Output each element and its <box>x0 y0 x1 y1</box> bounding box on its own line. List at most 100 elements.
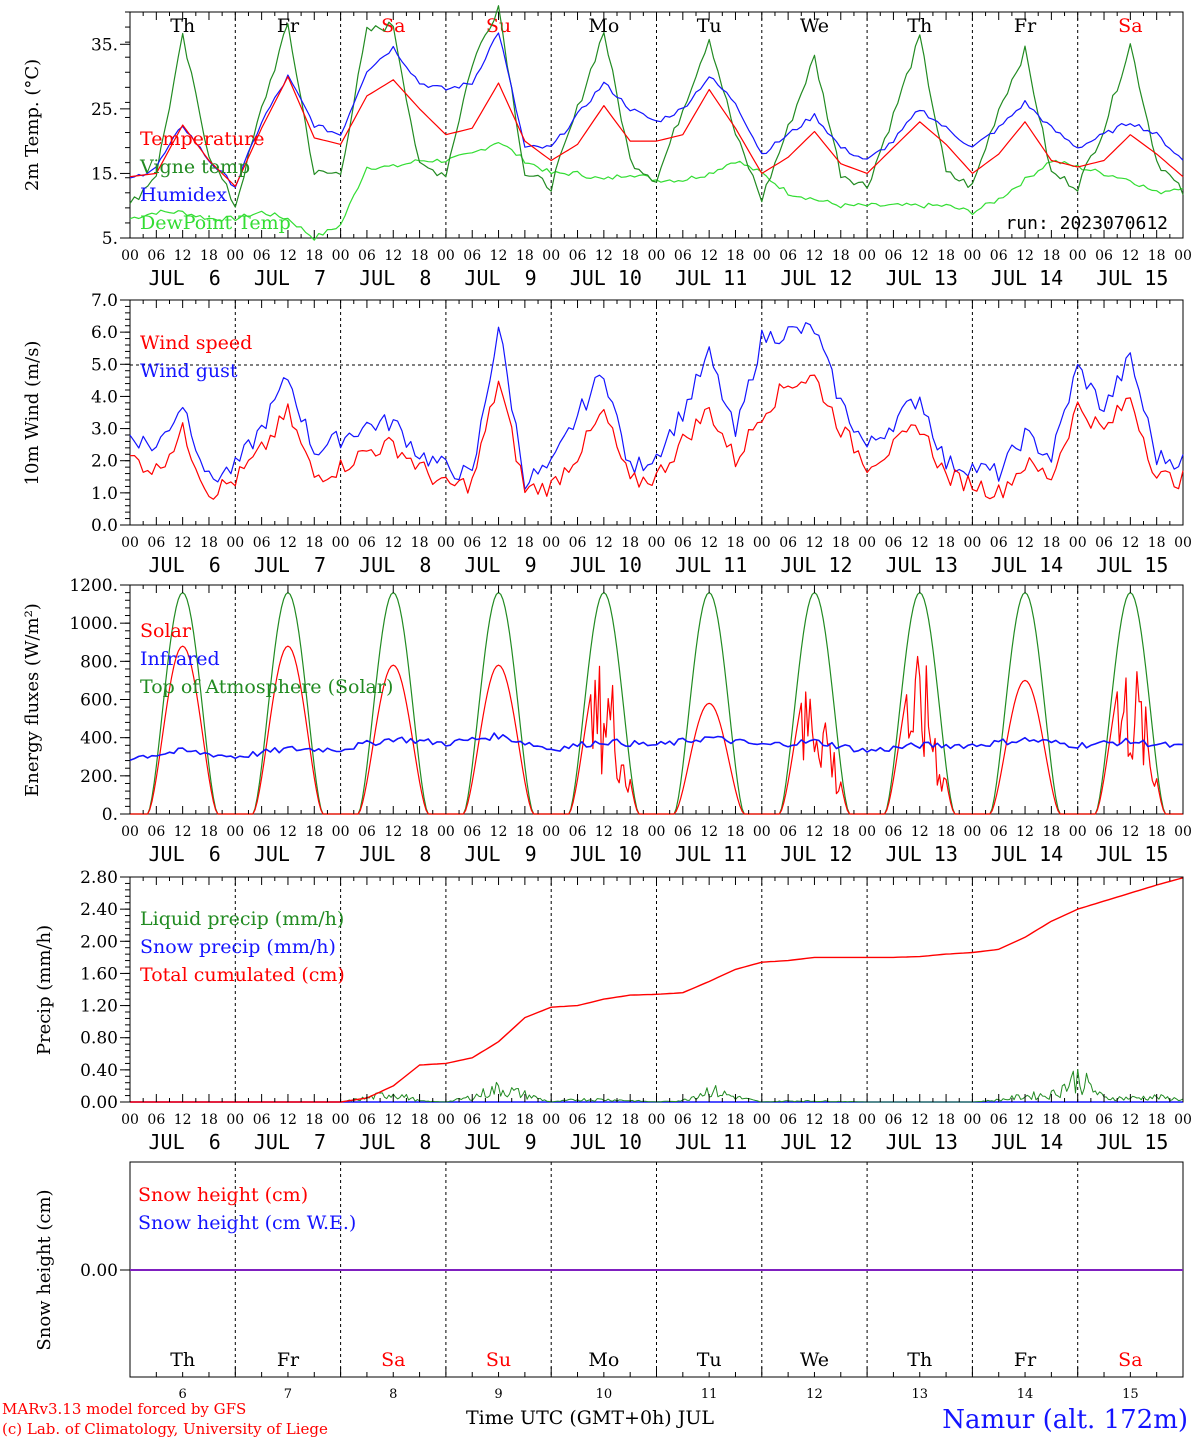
day-number: 8 <box>389 1387 397 1402</box>
hour-tick-label: 06 <box>1095 1112 1113 1128</box>
ytick-label: 15. <box>91 164 118 184</box>
hour-tick-label: 18 <box>621 1112 639 1128</box>
hour-tick-label: 00 <box>1069 248 1087 264</box>
hour-tick-label: 12 <box>911 535 929 551</box>
day-number: 14 <box>1017 1387 1034 1402</box>
hour-tick-label: 12 <box>1121 824 1139 840</box>
hour-tick-label: 06 <box>990 1112 1008 1128</box>
date-label: JUL 11 <box>675 553 747 577</box>
dow-label: Th <box>170 15 195 37</box>
hour-tick-label: 00 <box>648 1112 666 1128</box>
dow-label: Mo <box>588 15 619 37</box>
date-label: JUL 11 <box>675 842 747 866</box>
hour-tick-label: 06 <box>463 1112 481 1128</box>
ytick-label: 400. <box>80 729 118 749</box>
temperature-xaxis: 00 06 12 18 00 06 12 18 00 06 12 18 00 06 12 18 00 06 12 18… <box>121 12 1192 290</box>
hour-tick-label: 00 <box>121 824 139 840</box>
hour-tick-label: 00 <box>121 535 139 551</box>
legend-dewpoint: DewPoint Temp <box>140 212 291 234</box>
hour-tick-label: 00 <box>753 248 771 264</box>
date-label: JUL 15 <box>1096 842 1168 866</box>
date-label: JUL 12 <box>780 553 852 577</box>
hour-tick-label: 12 <box>490 248 508 264</box>
date-label: JUL 10 <box>570 266 642 290</box>
hour-tick-label: 00 <box>648 535 666 551</box>
hour-tick-label: 12 <box>490 535 508 551</box>
hour-tick-label: 06 <box>253 248 271 264</box>
ytick-label: 600. <box>80 691 118 711</box>
dow-label: Mo <box>588 1349 619 1371</box>
hour-tick-label: 00 <box>753 1112 771 1128</box>
ytick-label: 2.40 <box>80 900 118 920</box>
hour-tick-label: 06 <box>358 535 376 551</box>
hour-tick-label: 06 <box>1095 248 1113 264</box>
hour-tick-label: 00 <box>858 248 876 264</box>
hour-tick-label: 06 <box>779 248 797 264</box>
hour-tick-label: 06 <box>569 1112 587 1128</box>
hour-tick-label: 06 <box>885 1112 903 1128</box>
series-vigne-temp <box>129 5 1184 208</box>
hour-tick-label: 18 <box>1042 824 1060 840</box>
hour-tick-label: 00 <box>1069 824 1087 840</box>
legend-vigne-temp: Vigne temp <box>139 156 250 178</box>
hour-tick-label: 12 <box>279 1112 297 1128</box>
day-number: 9 <box>494 1387 502 1402</box>
hour-tick-label: 18 <box>832 1112 850 1128</box>
hour-tick-label: 06 <box>147 535 165 551</box>
hour-tick-label: 12 <box>174 824 192 840</box>
series-temperature <box>129 75 1184 187</box>
ytick-label: 2.0 <box>91 452 118 472</box>
hour-tick-label: 06 <box>674 824 692 840</box>
dow-label: Sa <box>381 1349 405 1371</box>
footer: MARv3.13 model forced by GFS (c) Lab. of… <box>2 1400 1188 1438</box>
temperature-ylabel: 2m Temp. (°C) <box>22 59 43 191</box>
hour-tick-label: 12 <box>700 824 718 840</box>
ytick-label: 25. <box>91 100 118 120</box>
series-infrared <box>129 732 1184 761</box>
temperature-series <box>129 5 1184 241</box>
date-label: JUL 6 <box>149 266 221 290</box>
day-number: 12 <box>806 1387 823 1402</box>
dow-label: Th <box>907 15 932 37</box>
hour-tick-label: 12 <box>806 824 824 840</box>
snow-legend: Snow height (cm) Snow height (cm W.E.) <box>138 1184 356 1234</box>
date-label: JUL 14 <box>991 1130 1063 1154</box>
precip-daylines <box>234 877 1079 1102</box>
series-dewpoint-temp <box>129 142 1184 241</box>
legend-toa-solar: Top of Atmosphere (Solar) <box>140 676 393 698</box>
hour-tick-label: 00 <box>542 535 560 551</box>
hour-tick-label: 00 <box>753 824 771 840</box>
hour-tick-label: 06 <box>253 824 271 840</box>
hour-tick-label: 00 <box>332 824 350 840</box>
hour-tick-label: 12 <box>911 248 929 264</box>
hour-tick-label: 12 <box>490 1112 508 1128</box>
hour-tick-label: 18 <box>727 1112 745 1128</box>
dow-label: Fr <box>1014 15 1037 37</box>
hour-tick-label: 12 <box>1121 248 1139 264</box>
date-label: JUL 7 <box>254 266 326 290</box>
precip-ylabel: Precip (mm/h) <box>34 925 55 1055</box>
hour-tick-label: 06 <box>990 535 1008 551</box>
hour-tick-label: 12 <box>174 248 192 264</box>
hour-tick-label: 18 <box>1148 1112 1166 1128</box>
hour-tick-label: 12 <box>1016 535 1034 551</box>
hour-tick-label: 18 <box>305 824 323 840</box>
panel-temperature: 2m Temp. (°C) 5. 15. 25. 35. Th Fr Sa Su Mo Tu We… <box>22 5 1192 290</box>
precip-yticks: 0.00 0.40 0.80 1.20 1.60 2.00 2.40 2.80 <box>80 868 130 1113</box>
hour-tick-label: 06 <box>674 535 692 551</box>
hour-tick-label: 06 <box>779 824 797 840</box>
wind-daylines <box>234 300 1079 525</box>
hour-tick-label: 00 <box>858 535 876 551</box>
date-label: JUL 13 <box>886 842 958 866</box>
hour-tick-label: 00 <box>226 824 244 840</box>
hour-tick-label: 06 <box>463 535 481 551</box>
hour-tick-label: 18 <box>516 1112 534 1128</box>
ytick-label: 7.0 <box>91 291 118 311</box>
ytick-label: 1200. <box>69 576 118 596</box>
hour-tick-label: 12 <box>279 824 297 840</box>
date-label: JUL 15 <box>1096 266 1168 290</box>
hour-tick-label: 00 <box>121 248 139 264</box>
hour-tick-label: 12 <box>595 1112 613 1128</box>
hour-tick-label: 12 <box>174 535 192 551</box>
hour-tick-label: 12 <box>279 248 297 264</box>
